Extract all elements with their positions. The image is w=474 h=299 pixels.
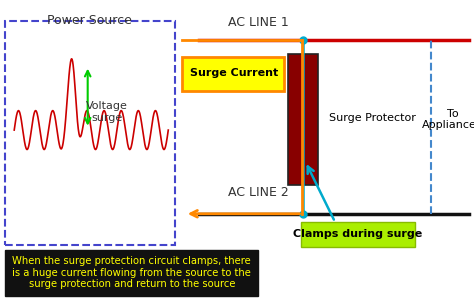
Text: AC LINE 1: AC LINE 1 <box>228 16 289 29</box>
Text: AC LINE 2: AC LINE 2 <box>228 186 289 199</box>
Text: Clamps during surge: Clamps during surge <box>293 229 422 239</box>
Text: Surge Current: Surge Current <box>190 68 278 78</box>
Text: Surge Protector: Surge Protector <box>329 113 416 123</box>
Bar <box>182 57 284 91</box>
Text: To
Appliances: To Appliances <box>422 109 474 130</box>
Bar <box>288 54 318 185</box>
Bar <box>5 250 258 296</box>
Bar <box>301 222 415 247</box>
Text: When the surge protection circuit clamps, there
is a huge current flowing from t: When the surge protection circuit clamps… <box>12 256 251 289</box>
Bar <box>5 21 175 245</box>
Text: Power Source: Power Source <box>47 14 132 28</box>
Text: Voltage
surge: Voltage surge <box>86 101 128 123</box>
